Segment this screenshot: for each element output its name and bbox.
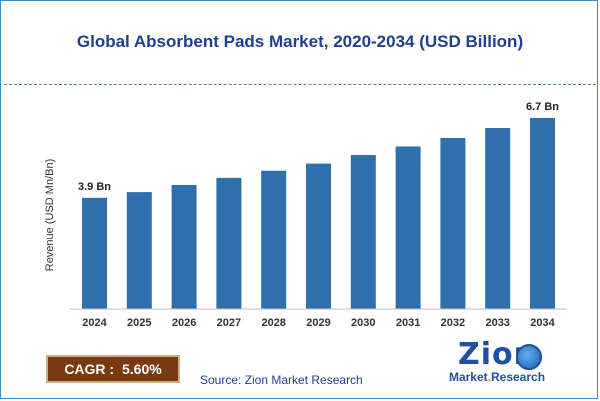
x-tick-label: 2027	[217, 317, 241, 329]
bar-2030	[350, 155, 376, 309]
x-tick-label: 2026	[172, 317, 196, 329]
bar-2031	[395, 146, 421, 309]
bar-2027	[216, 177, 242, 309]
x-tick-label: 2025	[127, 317, 151, 329]
logo-wordmark: Zion	[457, 337, 536, 372]
chart-title: Global Absorbent Pads Market, 2020-2034 …	[76, 32, 524, 51]
x-tick-label: 2029	[306, 317, 330, 329]
source-text: Source: Zion Market Research	[200, 373, 363, 387]
bars-group	[82, 118, 555, 309]
logo-subtitle: Market.Research	[448, 370, 546, 384]
x-tick-labels: 2024 2025 2026 2027 2028 2029 2030 2031 2032 2033…	[82, 317, 555, 329]
data-label: 6.7 Bn	[526, 101, 559, 113]
data-labels: 3.9 Bn 6.7 Bn	[78, 101, 559, 193]
data-label: 3.9 Bn	[78, 181, 111, 193]
bar-2034	[530, 118, 555, 309]
x-tick-label: 2028	[261, 317, 285, 329]
x-tick-label: 2030	[351, 317, 375, 329]
bar-2029	[306, 163, 331, 309]
x-tick-label: 2031	[396, 317, 420, 329]
zion-logo: Zion Market.Research	[432, 337, 562, 385]
bar-2028	[261, 170, 287, 309]
x-tick-label: 2033	[485, 317, 509, 329]
bar-2025	[126, 192, 152, 309]
x-tick-label: 2024	[82, 317, 107, 329]
cagr-badge: CAGR : 5.60%	[46, 355, 180, 383]
bar-2026	[171, 184, 197, 309]
cagr-label: CAGR :	[64, 361, 115, 377]
bar-2033	[485, 127, 511, 309]
cagr-value: 5.60%	[121, 361, 162, 377]
bar-2032	[440, 137, 466, 309]
x-tick-label: 2032	[441, 317, 465, 329]
x-tick-label: 2034	[530, 317, 555, 329]
bar-2024	[82, 197, 107, 309]
title-divider	[4, 84, 596, 85]
globe-icon	[516, 344, 542, 370]
